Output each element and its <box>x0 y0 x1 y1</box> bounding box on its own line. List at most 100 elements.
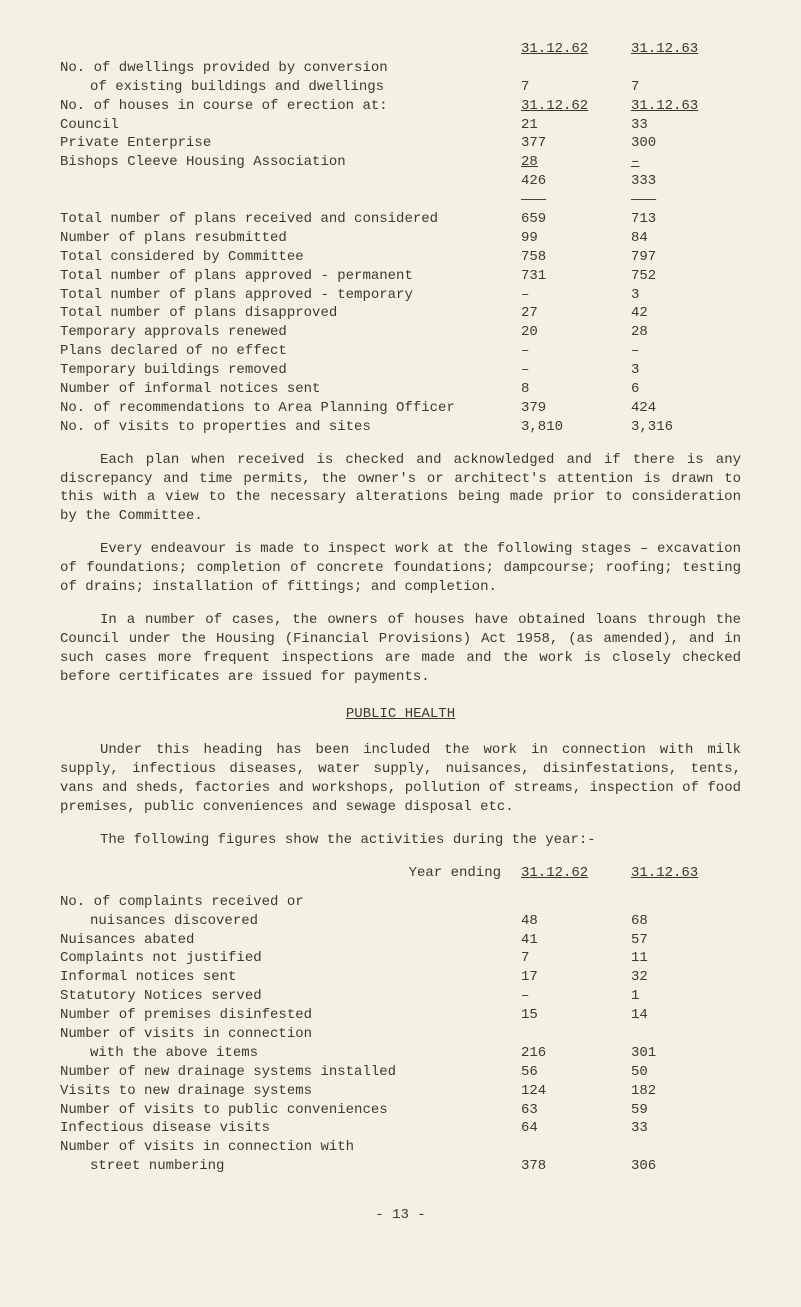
row-label: Total number of plans approved - permane… <box>60 267 521 286</box>
table-row: Bishops Cleeve Housing Association 28 – <box>60 153 741 172</box>
row-col1: 378 <box>521 1157 631 1176</box>
row-label: Number of informal notices sent <box>60 380 521 399</box>
row-label: Total number of plans received and consi… <box>60 210 521 229</box>
table-row: Temporary approvals renewed2028 <box>60 323 741 342</box>
row-col2: 3,316 <box>631 418 741 437</box>
row-label: Nuisances abated <box>60 931 521 950</box>
para-4: Under this heading has been included the… <box>60 741 741 817</box>
row-label: Number of premises disinfested <box>60 1006 521 1025</box>
row-col2 <box>631 1025 741 1044</box>
row-col1: 31.12.62 <box>521 97 631 116</box>
row-col2: 3 <box>631 361 741 380</box>
table-row: Total number of plans disapproved2742 <box>60 304 741 323</box>
row-col1: 659 <box>521 210 631 229</box>
t2-date2: 31.12.63 <box>631 864 741 883</box>
row-col1: 8 <box>521 380 631 399</box>
row-label <box>60 191 521 210</box>
section-title: PUBLIC HEALTH <box>60 705 741 724</box>
row-col2: 68 <box>631 912 741 931</box>
row-col1: 377 <box>521 134 631 153</box>
t2-date1: 31.12.62 <box>521 864 631 883</box>
row-col2: 33 <box>631 1119 741 1138</box>
table-row: Temporary buildings removed–3 <box>60 361 741 380</box>
row-col2: 3 <box>631 286 741 305</box>
table-row: with the above items216301 <box>60 1044 741 1063</box>
row-label: Complaints not justified <box>60 949 521 968</box>
row-col2: 797 <box>631 248 741 267</box>
table-row: No. of visits to properties and sites3,8… <box>60 418 741 437</box>
table-row: Number of new drainage systems installed… <box>60 1063 741 1082</box>
top-date-row: 31.12.62 31.12.63 <box>60 40 741 59</box>
row-col1 <box>521 1138 631 1157</box>
row-col1: 41 <box>521 931 631 950</box>
row-col1: 20 <box>521 323 631 342</box>
row-col1: 56 <box>521 1063 631 1082</box>
row-label: Statutory Notices served <box>60 987 521 1006</box>
table-row: Nuisances abated4157 <box>60 931 741 950</box>
row-label: No. of houses in course of erection at: <box>60 97 521 116</box>
date-col2: 31.12.63 <box>631 40 741 59</box>
row-col1: 48 <box>521 912 631 931</box>
row-col2: 14 <box>631 1006 741 1025</box>
row-col1: – <box>521 342 631 361</box>
row-col2 <box>631 59 741 78</box>
table-row: Number of visits in connection with <box>60 1138 741 1157</box>
row-label: Bishops Cleeve Housing Association <box>60 153 521 172</box>
row-label: Private Enterprise <box>60 134 521 153</box>
para-1: Each plan when received is checked and a… <box>60 451 741 527</box>
row-label: Visits to new drainage systems <box>60 1082 521 1101</box>
table-row: Statutory Notices served–1 <box>60 987 741 1006</box>
para-3: In a number of cases, the owners of hous… <box>60 611 741 687</box>
year-ending-label: Year ending <box>60 864 521 883</box>
row-label: Number of new drainage systems installed <box>60 1063 521 1082</box>
row-col1: 17 <box>521 968 631 987</box>
row-col2: 300 <box>631 134 741 153</box>
row-col2: 713 <box>631 210 741 229</box>
row-col2: 301 <box>631 1044 741 1063</box>
row-col2 <box>631 1138 741 1157</box>
row-label: Number of visits to public conveniences <box>60 1101 521 1120</box>
table-row: No. of complaints received or <box>60 893 741 912</box>
row-label: No. of visits to properties and sites <box>60 418 521 437</box>
table-row: nuisances discovered4868 <box>60 912 741 931</box>
table-row: Total considered by Committee758797 <box>60 248 741 267</box>
table-row: Infectious disease visits6433 <box>60 1119 741 1138</box>
table-row: No. of houses in course of erection at:3… <box>60 97 741 116</box>
row-col2: ——— <box>631 191 741 210</box>
row-col2: 57 <box>631 931 741 950</box>
row-label: No. of complaints received or <box>60 893 521 912</box>
table-row: Informal notices sent1732 <box>60 968 741 987</box>
row-col2: 182 <box>631 1082 741 1101</box>
row-col1: 64 <box>521 1119 631 1138</box>
table-row: of existing buildings and dwellings77 <box>60 78 741 97</box>
row-col2: 1 <box>631 987 741 1006</box>
table-row: street numbering378306 <box>60 1157 741 1176</box>
row-col1: 758 <box>521 248 631 267</box>
row-col1: 63 <box>521 1101 631 1120</box>
row-col1: 7 <box>521 949 631 968</box>
row-col2: 50 <box>631 1063 741 1082</box>
row-col1: 426 <box>521 172 631 191</box>
row-col2: 333 <box>631 172 741 191</box>
row-col1: – <box>521 286 631 305</box>
row-col1: – <box>521 361 631 380</box>
row-label: of existing buildings and dwellings <box>60 78 521 97</box>
row-label: Plans declared of no effect <box>60 342 521 361</box>
row-col1: 99 <box>521 229 631 248</box>
row-label: Council <box>60 116 521 135</box>
row-col2: 6 <box>631 380 741 399</box>
table-row: Number of plans resubmitted9984 <box>60 229 741 248</box>
row-col1: 124 <box>521 1082 631 1101</box>
row-col1: 379 <box>521 399 631 418</box>
row-label: Total number of plans disapproved <box>60 304 521 323</box>
date-col1: 31.12.62 <box>521 40 631 59</box>
row-col2: 59 <box>631 1101 741 1120</box>
row-label: Total number of plans approved - tempora… <box>60 286 521 305</box>
row-col2: – <box>631 153 741 172</box>
row-col1: 15 <box>521 1006 631 1025</box>
row-col1: 731 <box>521 267 631 286</box>
para-5: The following figures show the activitie… <box>60 831 741 850</box>
page-number: - 13 - <box>60 1206 741 1225</box>
row-label: Infectious disease visits <box>60 1119 521 1138</box>
table-row: Number of informal notices sent86 <box>60 380 741 399</box>
